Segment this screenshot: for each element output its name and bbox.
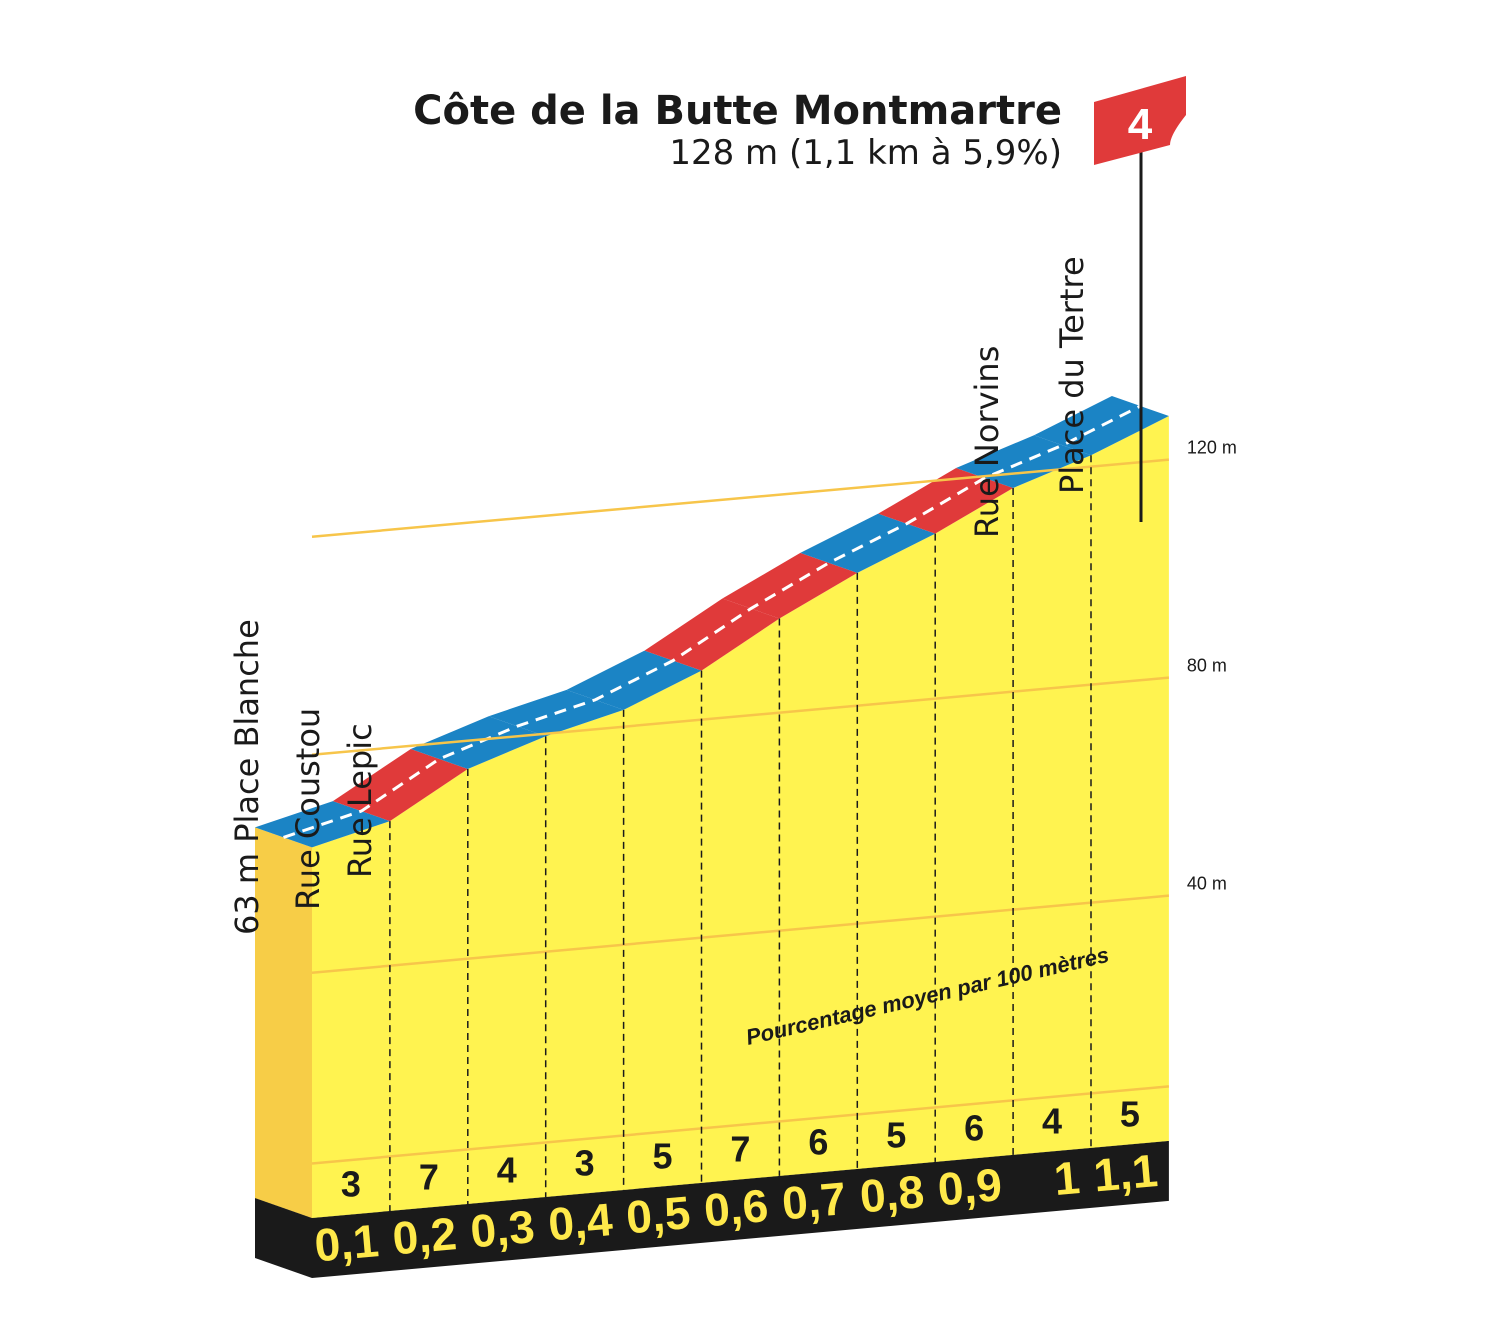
gradient-label: 4 — [1042, 1100, 1062, 1141]
road-segment-11 — [1034, 396, 1169, 456]
base-front — [312, 1140, 1169, 1278]
profile-start-face — [255, 827, 312, 1218]
gridline-40 — [311, 894, 1170, 974]
gradient-label: 4 — [497, 1149, 517, 1190]
place-label: Rue Coustou — [289, 708, 327, 910]
km-label: 0,6 — [702, 1179, 770, 1236]
base-side — [255, 1198, 312, 1278]
gradient-label: 5 — [1120, 1093, 1140, 1134]
y-axis-ticks: 40 m 80 m 120 m — [1187, 438, 1237, 894]
y-tick-label: 40 m — [1187, 874, 1227, 894]
category-flag-label: 4 — [1128, 100, 1153, 149]
km-label: 0,2 — [390, 1207, 458, 1264]
gridline-80 — [311, 676, 1170, 756]
road-centre-line — [283, 404, 1142, 839]
profile-front-face — [312, 416, 1169, 1218]
road-segment-8 — [800, 513, 936, 573]
chart-subtitle: 128 m (1,1 km à 5,9%) — [669, 133, 1062, 173]
road-segment-6 — [644, 598, 780, 671]
y-tick-label: 120 m — [1187, 438, 1237, 458]
km-label: 0,5 — [624, 1186, 692, 1243]
km-label: 0,8 — [858, 1165, 926, 1222]
flag-shape — [1094, 76, 1186, 165]
place-label: Rue Norvins — [968, 346, 1006, 538]
km-label: 0,3 — [468, 1200, 536, 1257]
gradient-label: 7 — [419, 1156, 439, 1197]
place-label: 63 m Place Blanche — [228, 619, 266, 935]
gradient-label: 5 — [886, 1114, 906, 1155]
category-flag: 4 — [1094, 76, 1186, 522]
gradient-label: 6 — [808, 1121, 828, 1162]
profile-body — [255, 396, 1169, 1278]
gridline-base — [311, 1085, 1170, 1165]
altitude-gridlines — [311, 455, 1170, 1211]
km-label: 1 — [1052, 1151, 1082, 1205]
gradient-label: 3 — [341, 1163, 361, 1204]
profile-labels: 3 7 4 3 5 7 6 5 6 4 5 0,1 0,2 0,3 0,4 0,5 0,6 0,7 0,8 0,9 1 1… — [228, 256, 1160, 1271]
km-label: 0,7 — [780, 1172, 848, 1229]
km-label: 0,1 — [313, 1214, 381, 1271]
km-label: 0,9 — [936, 1158, 1004, 1215]
gradient-label: 5 — [653, 1135, 673, 1176]
km-label: 0,4 — [546, 1193, 615, 1250]
place-label: Place du Tertre — [1053, 256, 1091, 494]
place-label: Rue Lepic — [341, 723, 379, 878]
gradient-label: 3 — [575, 1142, 595, 1183]
gridline-120 — [311, 458, 1170, 538]
gradient-label: 7 — [730, 1128, 750, 1169]
chart-title: Côte de la Butte Montmartre — [413, 88, 1062, 134]
gradient-label: 6 — [964, 1107, 984, 1148]
km-label: 1,1 — [1092, 1144, 1160, 1201]
y-tick-label: 80 m — [1187, 656, 1227, 676]
